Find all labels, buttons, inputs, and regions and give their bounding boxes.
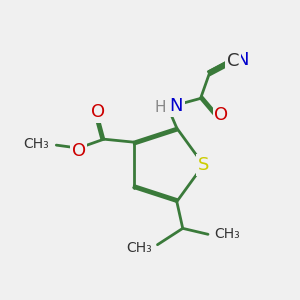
Text: N: N <box>236 51 249 69</box>
Text: O: O <box>72 142 86 160</box>
Text: S: S <box>198 156 209 174</box>
Text: CH₃: CH₃ <box>23 136 49 151</box>
Text: H: H <box>155 100 167 115</box>
Text: C: C <box>227 52 239 70</box>
Text: CH₃: CH₃ <box>126 241 152 255</box>
Text: CH₃: CH₃ <box>214 227 240 241</box>
Text: O: O <box>214 106 228 124</box>
Text: N: N <box>169 98 183 116</box>
Text: O: O <box>91 103 105 122</box>
